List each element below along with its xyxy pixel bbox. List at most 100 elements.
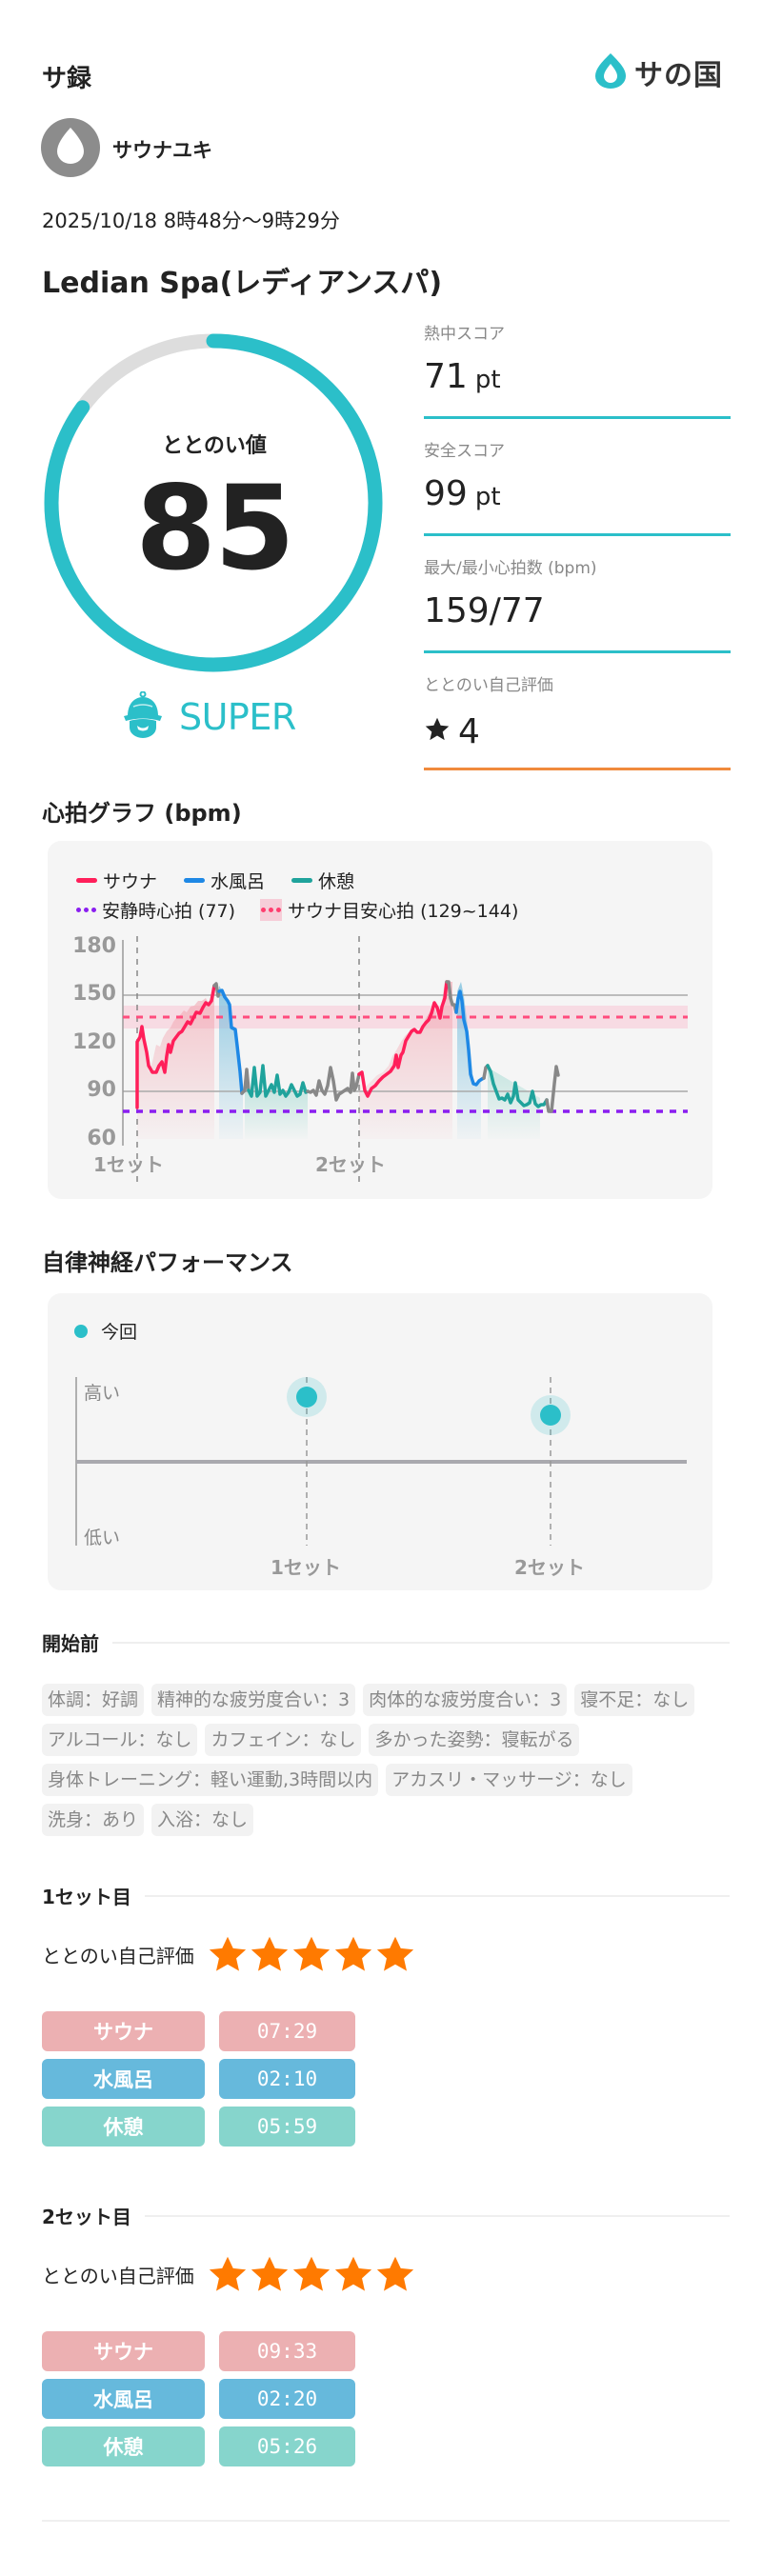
legend-resting-hr: 安静時心拍 (77) (76, 897, 235, 923)
legend-label: 休憩 (318, 871, 355, 892)
phase-label-rest: 休憩 (42, 2426, 205, 2466)
heart-chart-title: 心拍グラフ (bpm) (42, 800, 242, 827)
stat-label: 最大/最小心拍数 (bpm) (424, 559, 597, 578)
star-icon (251, 2256, 288, 2291)
phase-label-cold-bath: 水風呂 (42, 2059, 205, 2099)
set-1-heading: 1セット目 (42, 1882, 730, 1909)
section-label: 1セット目 (42, 1886, 131, 1908)
rank-badge: SUPER (122, 690, 296, 743)
stat-unit: pt (474, 366, 501, 394)
stat-heat-score: 熱中スコア 71 pt (424, 320, 731, 419)
high-label: 高い (84, 1383, 121, 1404)
gauge-label: ととのい値 (162, 434, 267, 458)
autonomic-card: 今回 高い 低い 1セット 2セット (48, 1293, 712, 1590)
legend-sauna: サウナ (76, 868, 157, 893)
set-2-phases: サウナ 09:33 水風呂 02:20 休憩 05:26 (42, 2331, 355, 2466)
stat-value: 99 (424, 474, 468, 513)
heart-chart-card: サウナ 水風呂 休憩 安静時心拍 (77) サウナ目安心拍 (129~144) … (48, 841, 712, 1199)
star-icon (334, 1936, 371, 1971)
droplet-icon (594, 52, 627, 92)
stat-value: 159/77 (424, 591, 545, 630)
stat-label: 安全スコア (424, 442, 505, 461)
star-icon (424, 712, 451, 751)
star-icon (251, 1936, 288, 1971)
y-tick-180: 180 (72, 934, 116, 958)
star-icon (292, 1936, 330, 1971)
stat-safety-score: 安全スコア 99 pt (424, 437, 731, 536)
legend-label: 水風呂 (211, 871, 266, 892)
heart-chart-legend: サウナ 水風呂 休憩 安静時心拍 (77) サウナ目安心拍 (129~144) (76, 868, 518, 923)
username[interactable]: サウナユキ (112, 139, 212, 162)
pre-conditions-chips: 体調：好調 精神的な疲労度合い：3 肉体的な疲労度合い：3 寝不足：なし アルコ… (42, 1684, 730, 1836)
condition-chip: アルコール：なし (42, 1724, 198, 1756)
star-icon (376, 2256, 413, 2291)
session-datetime: 2025/10/18 8時48分〜9時29分 (42, 210, 340, 232)
condition-chip: アカスリ・マッサージ：なし (386, 1764, 632, 1796)
stat-heart-rate: 最大/最小心拍数 (bpm) 159/77 (424, 554, 731, 653)
facility-name[interactable]: Ledian Spa(レディアンスパ) (42, 267, 443, 300)
stat-value: 4 (458, 711, 480, 751)
low-label: 低い (84, 1528, 121, 1548)
y-tick-90: 90 (87, 1078, 116, 1102)
star-rating (208, 2255, 415, 2293)
stat-unit: pt (474, 483, 501, 511)
phase-label-cold-bath: 水風呂 (42, 2379, 205, 2419)
dotted-swatch (260, 899, 283, 921)
legend-label: サウナ (103, 871, 158, 892)
condition-chip: 洗身：あり (42, 1804, 145, 1836)
phase-label-rest: 休憩 (42, 2107, 205, 2147)
sauna-hat-icon (122, 690, 164, 743)
star-rating (208, 1935, 415, 1973)
rank-label: SUPER (179, 696, 296, 738)
divider (424, 650, 731, 653)
app-title: サ録 (42, 65, 92, 93)
section-label: 2セット目 (42, 2206, 131, 2228)
star-icon (209, 1936, 246, 1971)
totonoi-gauge (44, 333, 383, 672)
phase-label-sauna: サウナ (42, 2011, 205, 2051)
star-icon (334, 2256, 371, 2291)
autonomic-legend: 今回 (74, 1318, 137, 1344)
y-tick-120: 120 (72, 1030, 116, 1054)
dotted-swatch (76, 908, 96, 912)
star-icon (209, 2256, 246, 2291)
set-1-rating: ととのい自己評価 (42, 1935, 415, 1973)
phase-time-rest: 05:59 (219, 2107, 355, 2147)
set-label-1: 1セット (271, 1556, 341, 1579)
phase-time-rest: 05:26 (219, 2426, 355, 2466)
set-2-heading: 2セット目 (42, 2202, 730, 2229)
star-icon (376, 1936, 413, 1971)
brand-logo[interactable]: サの国 (594, 52, 728, 92)
heart-rate-plot (122, 936, 688, 1184)
stat-label: 熱中スコア (424, 325, 505, 344)
section-label: 開始前 (42, 1632, 99, 1655)
phase-time-sauna: 09:33 (219, 2331, 355, 2371)
divider (144, 2214, 730, 2217)
legend-swatch (76, 878, 97, 883)
divider (144, 1894, 730, 1897)
stat-label: ととのい自己評価 (424, 676, 553, 695)
set-1-phases: サウナ 07:29 水風呂 02:10 休憩 05:59 (42, 2011, 355, 2147)
autonomic-title: 自律神経パフォーマンス (42, 1249, 293, 1276)
avatar[interactable] (41, 118, 100, 177)
phase-time-cold-bath: 02:10 (219, 2059, 355, 2099)
legend-swatch (184, 878, 206, 883)
legend-label: 安静時心拍 (77) (102, 901, 236, 922)
droplet-icon (54, 127, 87, 169)
phase-label-sauna: サウナ (42, 2331, 205, 2371)
logo-text: サの国 (634, 59, 723, 92)
phase-time-sauna: 07:29 (219, 2011, 355, 2051)
legend-label: サウナ目安心拍 (129~144) (288, 901, 519, 922)
legend-cold-bath: 水風呂 (184, 868, 265, 893)
legend-swatch (291, 878, 313, 883)
stat-self-rating: ととのい自己評価 4 (424, 671, 731, 770)
condition-chip: 入浴：なし (151, 1804, 254, 1836)
autonomic-plot (75, 1377, 687, 1546)
legend-rest: 休憩 (291, 868, 354, 893)
condition-chip: カフェイン：なし (205, 1724, 362, 1756)
rating-label: ととのい自己評価 (42, 1944, 194, 1967)
legend-sauna-target: サウナ目安心拍 (129~144) (260, 897, 518, 923)
condition-chip: 身体トレーニング：軽い運動,3時間以内 (42, 1764, 379, 1796)
condition-chip: 寝不足：なし (574, 1684, 695, 1716)
pre-conditions-heading: 開始前 (42, 1628, 730, 1656)
